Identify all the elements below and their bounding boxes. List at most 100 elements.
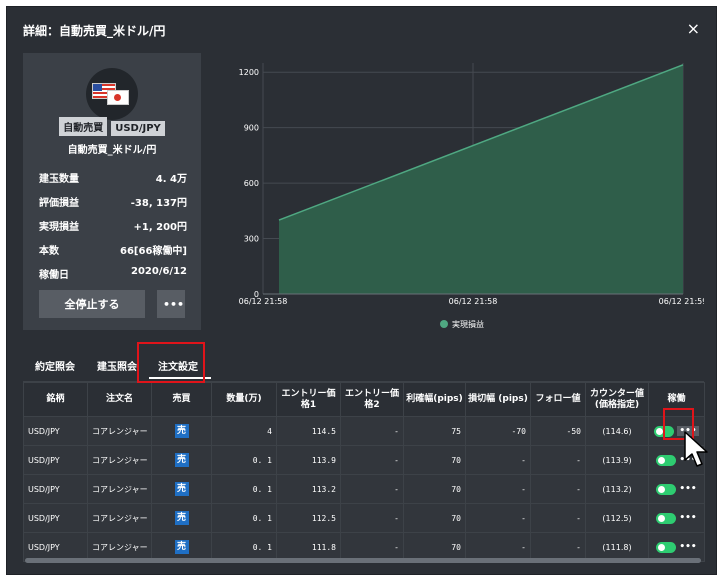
stop-loss-cell: - [465,532,531,562]
table-row[interactable]: USD/JPY コアレンジャー売 0. 1 111.8-70- - (111.8) ••• [23,532,705,562]
counter-value-cell: (113.2) [585,474,649,504]
follow-value-cell: - [530,503,586,533]
table-row[interactable]: USD/JPY コアレンジャー売 0. 1 112.5-70- - (112.5) ••• [23,503,705,533]
close-icon[interactable]: × [686,19,700,38]
tab-highlight-box [137,342,205,383]
column-header[interactable]: 数量(万) [211,382,277,417]
take-profit-cell: 70 [403,532,466,562]
table-row[interactable]: USD/JPY コアレンジャー売 0. 1 113.9-70- - (113.9) ••• [23,445,705,475]
column-header[interactable]: 売買 [151,382,212,417]
legend-label: 実現損益 [452,319,484,329]
row-menu-icon[interactable]: ••• [677,426,699,436]
follow-value-cell: - [530,474,586,504]
row-menu-icon[interactable]: ••• [679,484,697,494]
tab-bar: 約定照会 建玉照会 注文設定 [23,347,704,382]
active-cell: ••• [648,532,705,562]
active-toggle[interactable] [656,483,677,495]
info-label: 実現損益 [39,222,79,233]
area-fill [279,64,683,295]
side-cell: 売 [151,503,212,533]
entry-price1-cell: 111.8 [276,532,341,562]
x-tick-label: 06/12 21:59 [659,297,704,306]
sell-badge: 売 [174,540,189,554]
info-value: +1, 200円 [133,222,188,233]
x-tick-label: 06/12 21:58 [239,297,288,306]
active-toggle[interactable] [656,454,677,466]
active-toggle[interactable] [656,512,677,524]
horizontal-scrollbar[interactable] [25,558,701,563]
strategy-tags: 自動売買 USD/JPY [23,117,201,136]
column-header[interactable]: 稼働 [648,382,705,417]
series-line [278,64,684,221]
column-header[interactable]: エントリー価格1 [276,382,341,417]
table-header-row: 銘柄 注文名 売買 数量(万) エントリー価格1 エントリー価格2 利確幅(pi… [23,382,705,417]
counter-value-cell: (113.9) [585,445,649,475]
y-tick-label: 600 [244,179,259,188]
table-row[interactable]: USD/JPY コアレンジャー売 0. 1 113.2-70- - (113.2) ••• [23,474,705,504]
name-cell: コアレンジャー [87,474,152,504]
name-cell: コアレンジャー [87,445,152,475]
stop-loss-cell: - [465,445,531,475]
y-tick-label: 300 [244,235,259,244]
side-cell: 売 [151,474,212,504]
stop-loss-cell: - [465,503,531,533]
side-cell: 売 [151,532,212,562]
mouse-cursor-icon [684,431,708,467]
info-row-unrealized-pl: 評価損益 -38, 137円 [39,194,187,209]
stop-loss-cell: -70 [465,416,531,446]
info-label: 本数 [39,246,59,257]
strategy-name: 自動売買_米ドル/円 [67,145,157,156]
entry-price1-cell: 113.2 [276,474,341,504]
info-value: 66[66稼働中] [120,246,187,257]
entry-price2-cell: - [340,445,404,475]
pair-cell: USD/JPY [23,416,88,446]
stop-loss-cell: - [465,474,531,504]
row-menu-icon[interactable]: ••• [679,542,697,552]
info-label: 評価損益 [39,198,79,209]
name-cell: コアレンジャー [87,416,152,446]
sell-badge: 売 [174,482,189,496]
tag-auto-trade: 自動売買 [59,117,108,136]
column-header[interactable]: 利確幅(pips) [403,382,466,417]
pair-cell: USD/JPY [23,532,88,562]
active-toggle[interactable] [656,541,677,553]
y-tick-label: 900 [244,124,259,133]
column-header[interactable]: エントリー価格2 [340,382,404,417]
side-cell: 売 [151,445,212,475]
row-menu-icon[interactable]: ••• [679,455,697,465]
info-value: 2020/6/12 [130,266,187,277]
tab-order-settings[interactable]: 注文設定 [158,362,198,373]
detail-dialog: 詳細：自動売買_米ドル/円 × 自動売買 USD/JPY 自動売買_米ドル/円 … [6,6,717,575]
strategy-info-card: 自動売買 USD/JPY 自動売買_米ドル/円 建玉数量 4. 4万 評価損益 … [23,53,201,330]
stop-all-button[interactable]: 全停止する [39,290,145,318]
name-cell: コアレンジャー [87,503,152,533]
tab-executions[interactable]: 約定照会 [35,362,75,373]
take-profit-cell: 75 [403,416,466,446]
column-header[interactable]: カウンター値(価格指定) [585,382,649,417]
info-row-order-count: 本数 66[66稼働中] [39,242,187,257]
active-cell: ••• [648,474,705,504]
sell-badge: 売 [174,511,189,525]
follow-value-cell: -50 [530,416,586,446]
column-header[interactable]: フォロー値 [530,382,586,417]
take-profit-cell: 70 [403,474,466,504]
info-row-realized-pl: 実現損益 +1, 200円 [39,218,188,233]
qty-cell: 0. 1 [211,474,277,504]
info-label: 建玉数量 [39,174,79,185]
tag-currency-pair: USD/JPY [111,121,165,136]
column-header[interactable]: 損切幅 (pips) [465,382,531,417]
active-tab-indicator [149,377,211,379]
table-row[interactable]: USD/JPY コアレンジャー 売 4 114.5-75 -70 -50 (114.6) ••• [23,416,705,446]
qty-cell: 0. 1 [211,445,277,475]
pair-cell: USD/JPY [23,503,88,533]
row-menu-icon[interactable]: ••• [679,513,697,523]
entry-price2-cell: - [340,532,404,562]
more-options-button[interactable]: ••• [157,290,185,318]
column-header[interactable]: 注文名 [87,382,152,417]
jp-flag-icon [107,90,129,105]
entry-price2-cell: - [340,503,404,533]
sell-badge: 売 [174,424,189,438]
tab-positions[interactable]: 建玉照会 [97,362,137,373]
qty-cell: 4 [211,416,277,446]
column-header[interactable]: 銘柄 [23,382,88,417]
